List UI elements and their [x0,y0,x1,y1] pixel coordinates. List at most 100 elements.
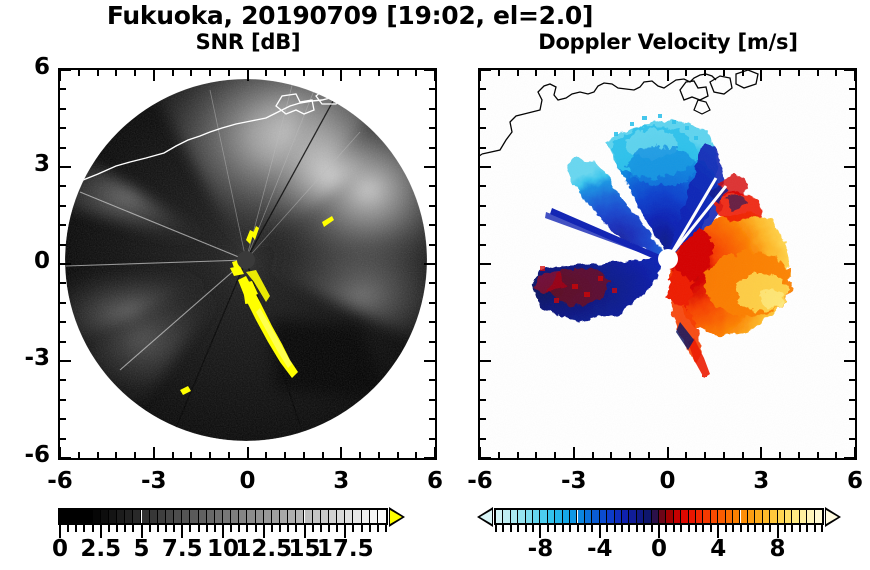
snr-colorbar-minor-tick [197,525,200,532]
velocity-colorbar-minor-tick [709,525,712,532]
snr-colorbar-minor-tick [319,525,322,532]
velocity-x-minor-tick [685,70,688,76]
snr-colorbar-label: 5 [133,536,150,562]
snr-y-major-tick [424,457,435,459]
snr-x-minor-tick [265,70,268,76]
velocity-y-minor-tick [849,282,855,285]
velocity-y-minor-tick [849,127,855,130]
velocity-colorbar-segment [496,510,504,523]
snr-y-minor-tick [60,146,66,149]
velocity-x-minor-tick [591,70,594,76]
velocity-x-minor-tick [835,70,838,76]
snr-colorbar-minor-tick [173,525,176,532]
velocity-y-minor-tick [480,437,486,440]
velocity-x-major-tick [479,70,481,81]
velocity-y-major-tick [844,263,855,265]
snr-colorbar-minor-tick [132,525,135,532]
velocity-y-minor-tick [849,398,855,401]
velocity-colorbar-segment [636,510,645,523]
velocity-colorbar-minor-tick [739,525,742,532]
velocity-colorbar-segment [518,510,526,523]
velocity-colorbar-segment [688,510,697,523]
velocity-plot-area [480,70,855,458]
velocity-colorbar-segment [725,510,734,523]
snr-x-major-tick [434,447,436,458]
velocity-colorbar-minor-tick [746,525,749,532]
velocity-colorbar-minor-tick [495,525,497,532]
snr-colorbar-minor-tick [279,525,282,532]
velocity-y-minor-tick [849,243,855,246]
velocity-colorbar-minor-tick [546,525,549,532]
velocity-x-minor-tick [516,452,519,458]
snr-x-minor-tick [190,452,193,458]
velocity-x-major-tick [666,70,669,81]
snr-x-minor-tick [227,70,230,76]
velocity-colorbar-segment [584,510,593,523]
snr-colorbar-major-tick [262,525,265,538]
snr-colorbar-minor-tick [156,525,159,532]
snr-radar-image [60,70,435,458]
velocity-y-major-tick [480,457,491,459]
velocity-y-minor-tick [849,146,855,149]
snr-colorbar-segment [174,510,183,523]
velocity-y-minor-tick [849,418,855,421]
snr-colorbar-segment [345,510,354,523]
snr-colorbar-minor-tick [91,525,94,532]
velocity-x-minor-tick [816,452,819,458]
velocity-x-minor-tick [497,70,500,76]
snr-x-minor-tick [96,70,99,76]
snr-colorbar-segment [312,510,321,523]
velocity-x-minor-tick [516,70,519,76]
velocity-x-major-tick [479,447,481,458]
snr-colorbar-segment [117,510,126,523]
snr-x-minor-tick [115,452,118,458]
snr-x-minor-tick [171,70,174,76]
velocity-x-minor-tick [797,70,800,76]
velocity-colorbar-segment [799,510,808,523]
velocity-colorbar-segment [547,510,556,523]
velocity-colorbar-minor-tick [724,525,727,532]
snr-colorbar-segment [182,510,191,523]
snr-colorbar-segment [206,510,215,523]
velocity-colorbar-minor-tick [569,525,572,532]
velocity-colorbar-segment [621,510,630,523]
velocity-colorbar-segment [814,510,822,523]
velocity-y-minor-tick [480,107,486,110]
snr-y-minor-tick [429,224,435,227]
snr-colorbar-segment [369,510,378,523]
snr-y-minor-tick [429,379,435,382]
velocity-colorbar-minor-tick [813,525,816,532]
velocity-colorbar-minor-tick [628,525,631,532]
velocity-colorbar-minor-tick [576,525,579,532]
velocity-y-minor-tick [480,301,486,304]
snr-y-tick-label: 3 [33,151,50,177]
snr-y-tick-label: -3 [24,345,50,371]
snr-colorbar-segment [60,510,69,523]
snr-y-minor-tick [60,224,66,227]
velocity-colorbar-minor-tick [680,525,683,532]
snr-x-tick-label: -3 [140,468,167,494]
velocity-colorbar-segment [666,510,674,523]
velocity-colorbar-segment [777,510,785,523]
snr-colorbar-segment [190,510,199,523]
snr-y-tick-label: 6 [33,54,50,80]
snr-y-minor-tick [60,340,66,343]
snr-colorbar-minor-tick [148,525,151,532]
velocity-x-major-tick [666,447,669,458]
velocity-x-major-tick [760,70,763,81]
snr-colorbar-segment [165,510,175,523]
snr-y-minor-tick [60,437,66,440]
velocity-colorbar-minor-tick [591,525,594,532]
snr-x-minor-tick [321,452,324,458]
snr-colorbar-segment [157,510,166,523]
velocity-x-tick-label: -6 [467,468,493,494]
snr-x-tick-label: -6 [47,468,73,494]
velocity-x-minor-tick [685,452,688,458]
velocity-colorbar-major-tick [776,525,779,538]
snr-y-minor-tick [60,243,66,246]
snr-panel-title: SNR [dB] [195,30,301,54]
velocity-colorbar-minor-tick [554,525,557,532]
velocity-colorbar-segment [770,510,778,523]
snr-colorbar-segment [263,510,272,523]
